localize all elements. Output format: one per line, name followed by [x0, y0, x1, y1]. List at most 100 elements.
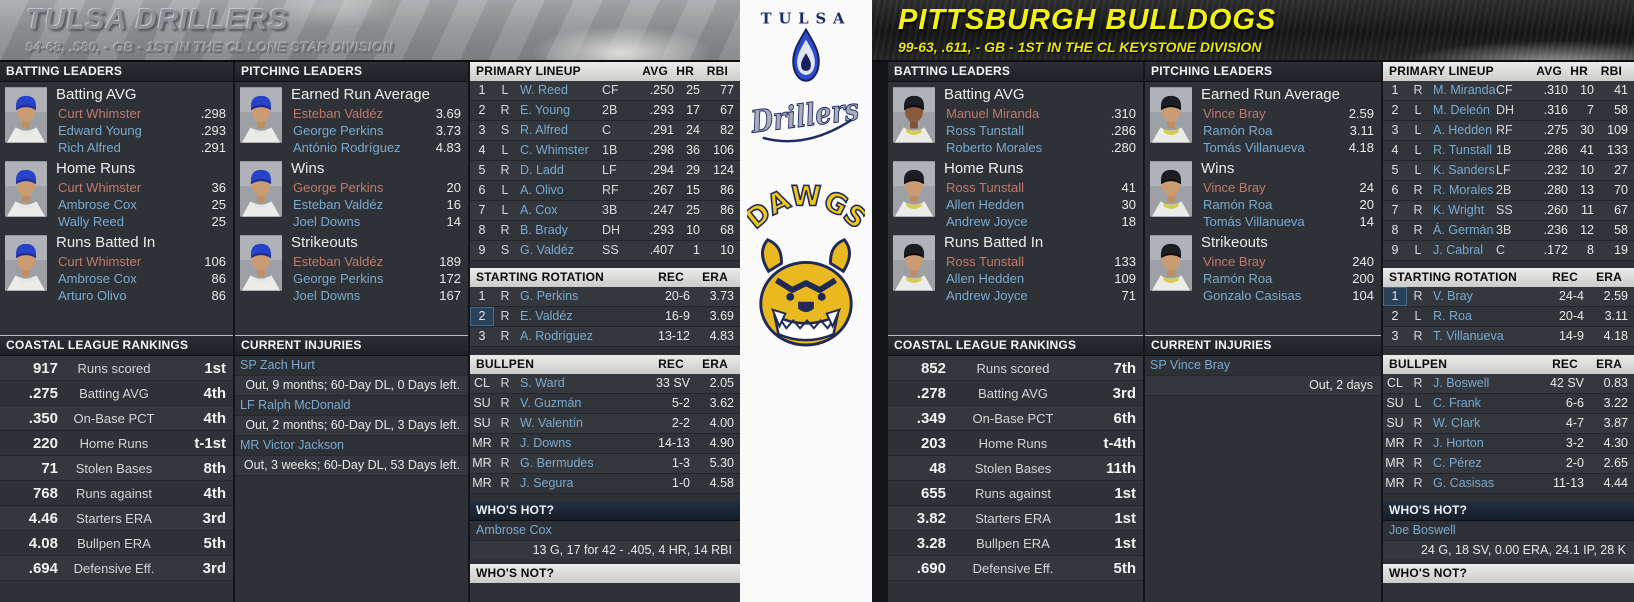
- player-link[interactable]: Andrew Joyce: [946, 288, 1028, 303]
- player-link[interactable]: Joel Downs: [293, 288, 361, 303]
- player-portrait-image: [240, 87, 282, 143]
- pitching-leaders-block: PITCHING LEADERS: [235, 62, 468, 335]
- player-link[interactable]: B. Brady: [520, 223, 568, 237]
- player-position: CF: [602, 83, 619, 97]
- player-link[interactable]: George Perkins: [293, 271, 384, 286]
- player-link[interactable]: W. Clark: [1433, 416, 1481, 430]
- player-link[interactable]: George Perkins: [293, 180, 384, 195]
- stat-era: 3.69: [709, 309, 734, 323]
- ranking-value: .275: [28, 384, 58, 402]
- player-link[interactable]: Ambrose Cox: [58, 197, 137, 212]
- player-link[interactable]: R. Morales: [1433, 183, 1494, 197]
- stat-era: 4.58: [709, 476, 734, 490]
- leader-value: 3.69: [435, 106, 461, 121]
- player-link[interactable]: Ross Tunstall: [946, 123, 1025, 138]
- player-link[interactable]: M. Miranda: [1433, 83, 1496, 97]
- player-link[interactable]: M. Deleón: [1433, 103, 1490, 117]
- player-link[interactable]: Ramón Roa: [1203, 271, 1273, 286]
- player-link[interactable]: Curt Whimster: [58, 254, 142, 269]
- leader-category-title: Batting AVG: [944, 86, 1025, 103]
- player-link[interactable]: W. Reed: [520, 83, 568, 97]
- player-link[interactable]: Arturo Olivo: [58, 288, 127, 303]
- player-link[interactable]: Esteban Valdéz: [293, 106, 384, 121]
- player-link[interactable]: G. Perkins: [520, 289, 579, 303]
- player-link[interactable]: Ross Tunstall: [946, 254, 1025, 269]
- injured-player-link[interactable]: LF Ralph McDonald: [235, 396, 468, 416]
- player-link[interactable]: Joel Downs: [293, 214, 361, 229]
- stat-rbi: 19: [1614, 243, 1628, 257]
- player-link[interactable]: T. Villanueva: [1433, 329, 1504, 343]
- player-link[interactable]: W. Valentín: [520, 416, 583, 430]
- player-link[interactable]: D. Ladd: [520, 163, 564, 177]
- player-link[interactable]: Gonzalo Casisas: [1203, 288, 1302, 303]
- player-link[interactable]: R. Tunstall: [1433, 143, 1493, 157]
- player-link[interactable]: K. Wright: [1433, 203, 1485, 217]
- rotation-slot: 1: [478, 289, 486, 303]
- player-link[interactable]: V. Guzmán: [520, 396, 582, 410]
- player-link[interactable]: C. Frank: [1433, 396, 1481, 410]
- lineup-slot: 4: [478, 143, 486, 157]
- player-link[interactable]: Tomás Villanueva: [1203, 140, 1305, 155]
- player-link[interactable]: Ramón Roa: [1203, 197, 1273, 212]
- player-link[interactable]: Curt Whimster: [58, 106, 142, 121]
- injured-player-link[interactable]: SP Zach Hurt: [235, 356, 468, 376]
- player-link[interactable]: V. Bray: [1433, 289, 1473, 303]
- player-link[interactable]: George Perkins: [293, 123, 384, 138]
- player-link[interactable]: Vince Bray: [1203, 106, 1266, 121]
- player-link[interactable]: Á. Germán: [1433, 223, 1494, 237]
- player-link[interactable]: J. Boswell: [1433, 376, 1490, 390]
- player-link[interactable]: A. Olivo: [520, 183, 564, 197]
- player-link[interactable]: J. Horton: [1433, 436, 1484, 450]
- player-link[interactable]: G. Valdéz: [520, 243, 574, 257]
- player-link[interactable]: Allen Hedden: [946, 197, 1025, 212]
- player-link[interactable]: Ross Tunstall: [946, 180, 1025, 195]
- bullpen-role: MR: [472, 476, 492, 490]
- player-link[interactable]: R. Roa: [1433, 309, 1472, 323]
- player-link[interactable]: Edward Young: [58, 123, 142, 138]
- player-link[interactable]: Andrew Joyce: [946, 214, 1028, 229]
- player-link[interactable]: R. Alfred: [520, 123, 568, 137]
- player-link[interactable]: C. Pérez: [1433, 456, 1482, 470]
- ranking-row: .349 On-Base PCT 6th: [888, 406, 1143, 431]
- player-link[interactable]: Wally Reed: [58, 214, 124, 229]
- player-link[interactable]: Manuel Miranda: [946, 106, 1040, 121]
- player-link[interactable]: K. Sanders: [1433, 163, 1495, 177]
- hot-player-link[interactable]: Joe Boswell: [1383, 521, 1634, 541]
- injured-player-link[interactable]: SP Vince Bray: [1145, 356, 1381, 376]
- player-link[interactable]: Ramón Roa: [1203, 123, 1273, 138]
- player-link[interactable]: C. Whimster: [520, 143, 589, 157]
- player-portrait-image: [240, 235, 282, 291]
- leader-row: Ross Tunstall 133: [944, 253, 1143, 270]
- player-link[interactable]: E. Valdéz: [520, 309, 573, 323]
- hot-player-link[interactable]: Ambrose Cox: [470, 521, 740, 541]
- ranking-label: Defensive Eff.: [73, 560, 155, 576]
- player-link[interactable]: Esteban Valdéz: [293, 197, 384, 212]
- player-link[interactable]: J. Downs: [520, 436, 572, 450]
- injured-player-link[interactable]: MR Victor Jackson: [235, 436, 468, 456]
- player-portrait: [1145, 233, 1193, 304]
- bullpen-row: SU R W. Valentín 2-2 4.00: [470, 414, 740, 434]
- player-link[interactable]: Roberto Morales: [946, 140, 1043, 155]
- player-link[interactable]: António Rodríguez: [293, 140, 401, 155]
- player-link[interactable]: Esteban Valdéz: [293, 254, 384, 269]
- stat-rec: 6-6: [1565, 396, 1584, 410]
- player-link[interactable]: Allen Hedden: [946, 271, 1025, 286]
- player-link[interactable]: Rich Alfred: [58, 140, 121, 155]
- leader-row: Ross Tunstall .286: [944, 122, 1143, 139]
- player-link[interactable]: J. Cabral: [1433, 243, 1484, 257]
- player-link[interactable]: A. Cox: [520, 203, 558, 217]
- player-link[interactable]: Curt Whimster: [58, 180, 142, 195]
- player-link[interactable]: S. Ward: [520, 376, 565, 390]
- player-link[interactable]: Vince Bray: [1203, 180, 1266, 195]
- leader-value: .291: [200, 140, 226, 155]
- player-link[interactable]: A. Hedden: [1433, 123, 1493, 137]
- player-link[interactable]: J. Segura: [520, 476, 574, 490]
- player-link[interactable]: Tomás Villanueva: [1203, 214, 1305, 229]
- player-link[interactable]: Ambrose Cox: [58, 271, 137, 286]
- player-link[interactable]: G. Bermudes: [520, 456, 594, 470]
- player-link[interactable]: Vince Bray: [1203, 254, 1266, 269]
- player-portrait-image: [1150, 235, 1192, 291]
- player-link[interactable]: E. Young: [520, 103, 571, 117]
- player-link[interactable]: G. Casisas: [1433, 476, 1495, 490]
- player-link[interactable]: A. Rodríguez: [520, 329, 593, 343]
